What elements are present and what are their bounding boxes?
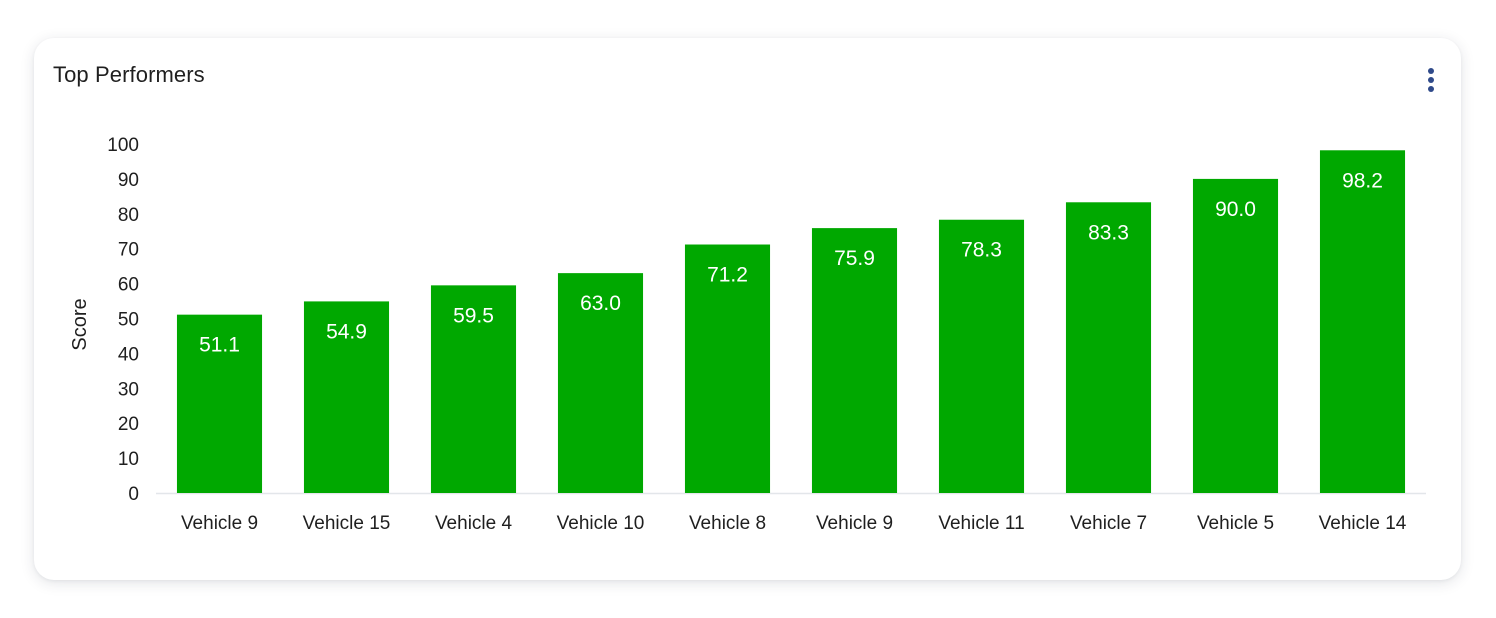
x-tick-label: Vehicle 9 xyxy=(816,513,893,534)
bar[interactable] xyxy=(1065,202,1152,493)
y-tick-label: 20 xyxy=(118,414,139,435)
y-tick-label: 60 xyxy=(118,275,139,296)
x-tick-label: Vehicle 10 xyxy=(557,513,645,534)
x-tick-label: Vehicle 11 xyxy=(938,513,1024,534)
x-tick-label: Vehicle 9 xyxy=(181,513,258,534)
more-vertical-icon xyxy=(1428,68,1434,74)
x-tick-label: Vehicle 15 xyxy=(303,513,391,534)
bar[interactable] xyxy=(430,285,517,493)
bar-value-label: 51.1 xyxy=(199,334,240,357)
more-vertical-icon-dot xyxy=(1428,86,1434,92)
bar-value-label: 63.0 xyxy=(580,292,621,315)
y-tick-label: 0 xyxy=(128,484,139,505)
bar-value-label: 98.2 xyxy=(1342,169,1383,192)
y-axis: 0 10 20 30 40 50 60 70 80 90 100 xyxy=(107,135,139,505)
x-axis: Vehicle 9 Vehicle 15 Vehicle 4 Vehicle 10 Ve… xyxy=(181,513,1407,534)
x-tick-label: Vehicle 8 xyxy=(689,513,766,534)
bar-chart: 0 10 20 30 40 50 60 70 80 90 100 Score 51.1 54.9 59.… xyxy=(69,135,1426,534)
bar[interactable] xyxy=(557,273,644,493)
x-tick-label: Vehicle 5 xyxy=(1197,513,1274,534)
more-options-button[interactable] xyxy=(1416,64,1446,96)
bar-value-label: 75.9 xyxy=(834,247,875,270)
y-tick-label: 40 xyxy=(118,344,139,365)
y-tick-label: 80 xyxy=(118,205,139,226)
y-tick-label: 10 xyxy=(118,449,139,470)
card-title: Top Performers xyxy=(53,62,205,87)
y-tick-label: 90 xyxy=(118,170,139,191)
y-axis-title: Score xyxy=(69,298,91,350)
y-tick-label: 50 xyxy=(118,310,139,331)
bar-value-label: 90.0 xyxy=(1215,198,1256,221)
x-tick-label: Vehicle 14 xyxy=(1319,513,1407,534)
bar-value-label: 59.5 xyxy=(453,304,494,327)
bar[interactable] xyxy=(811,228,898,493)
bar-value-label: 78.3 xyxy=(961,239,1002,262)
chart-card: Top Performers 0 10 20 30 40 50 60 70 80 90 100 Sc… xyxy=(34,38,1461,580)
x-tick-label: Vehicle 4 xyxy=(435,513,513,534)
bar[interactable] xyxy=(176,314,263,493)
y-tick-label: 30 xyxy=(118,379,139,400)
bar[interactable] xyxy=(303,301,390,493)
more-vertical-icon-dot xyxy=(1428,77,1434,83)
bars: 51.1 54.9 59.5 63.0 71.2 75.9 78.3 83.3 90.0 98.2 xyxy=(176,150,1406,494)
bar[interactable] xyxy=(1192,178,1279,493)
bar-value-label: 83.3 xyxy=(1088,221,1129,244)
bar-value-label: 71.2 xyxy=(707,264,748,287)
bar[interactable] xyxy=(938,219,1025,493)
y-tick-label: 100 xyxy=(107,135,139,156)
bar[interactable] xyxy=(1319,150,1406,494)
y-tick-label: 70 xyxy=(118,240,139,261)
bar[interactable] xyxy=(684,244,771,493)
x-tick-label: Vehicle 7 xyxy=(1070,513,1147,534)
bar-value-label: 54.9 xyxy=(326,320,367,343)
